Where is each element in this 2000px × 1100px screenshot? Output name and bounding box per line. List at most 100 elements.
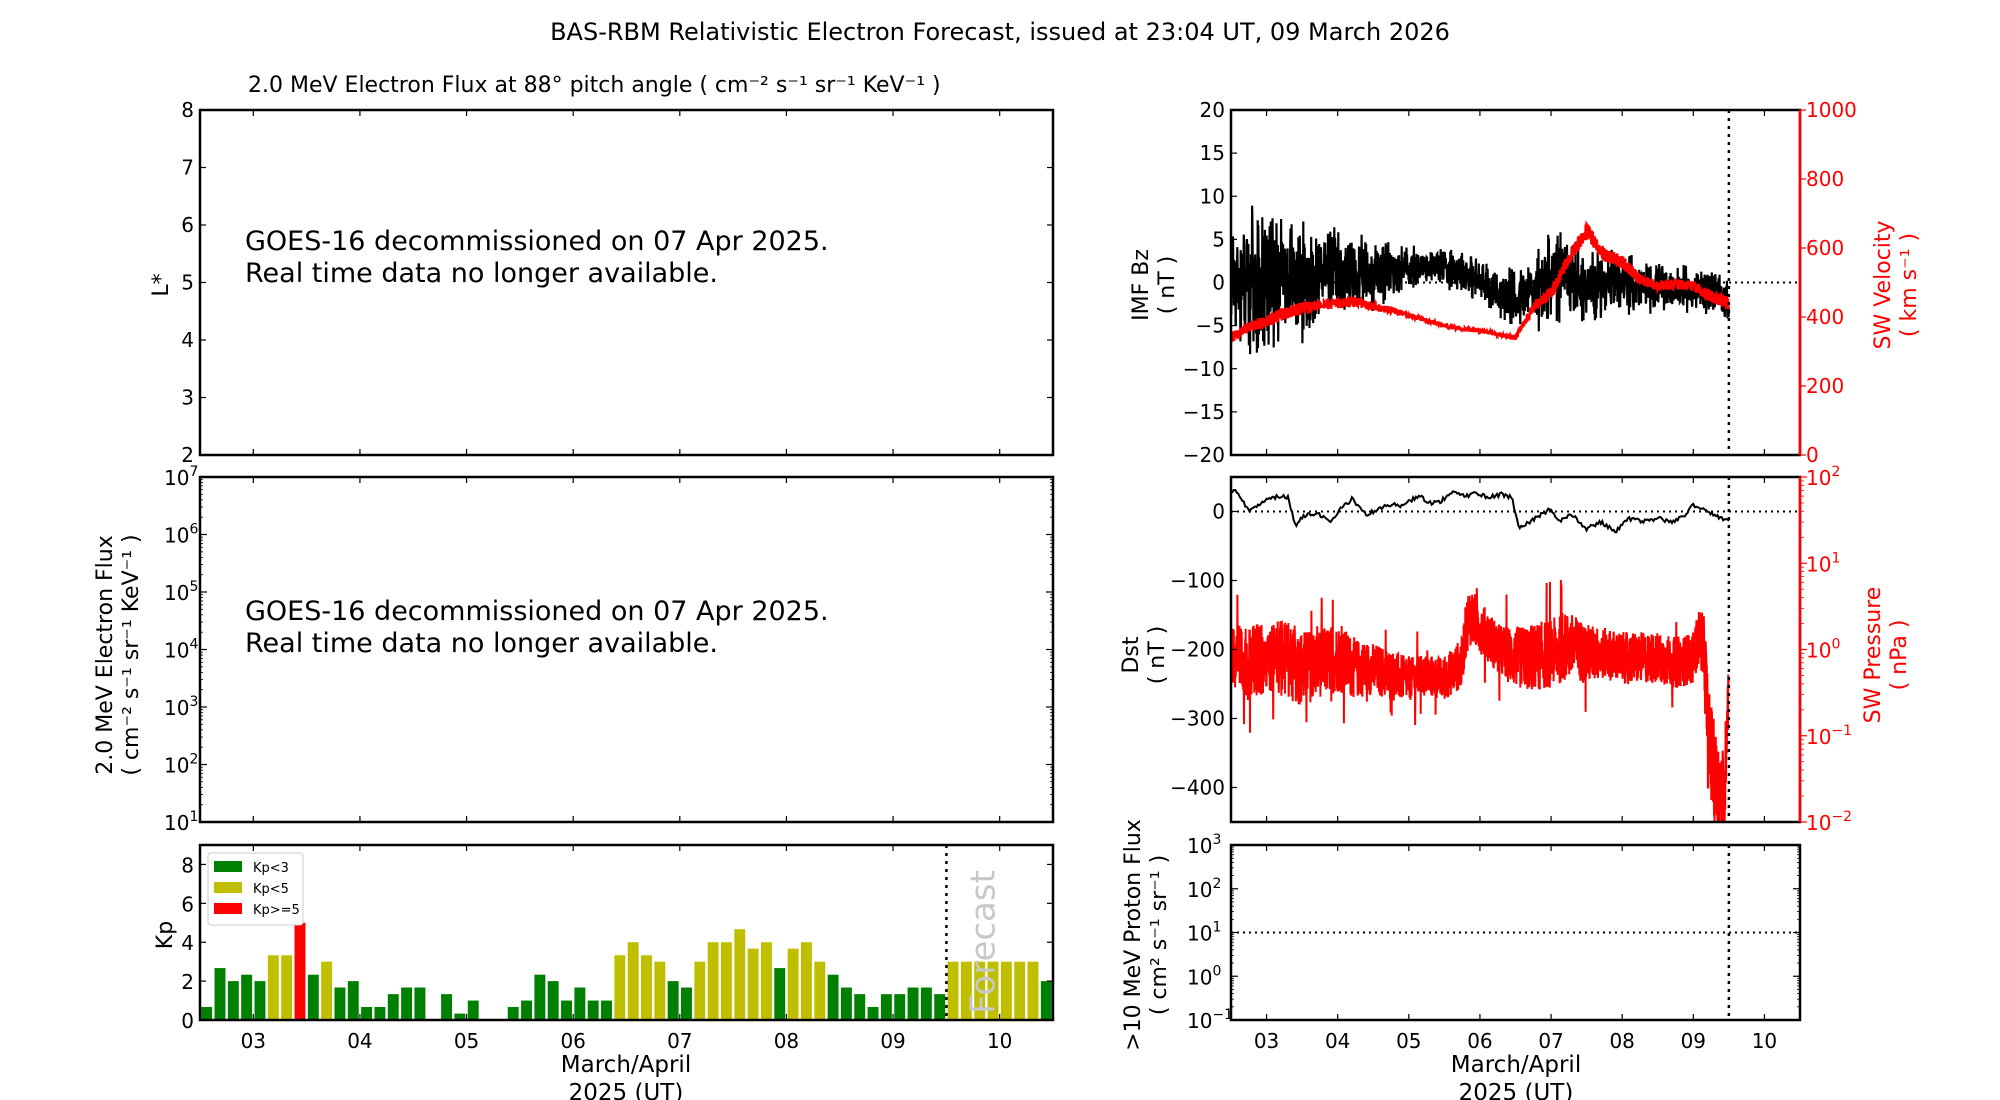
y-tick-label: −400 [1170,776,1225,800]
kp-bar [974,961,986,1020]
x-axis-label: 2025 (UT) [1459,1080,1574,1100]
y-tick-label: 101 [1187,920,1221,946]
kp-bar [241,974,253,1020]
kp-bar [760,942,772,1020]
kp-bar [401,987,413,1020]
y-tick-label: 8 [181,98,194,122]
kp-bar [614,955,626,1020]
y2-tick-label: 0 [1806,443,1819,467]
y-axis-label-line: >10 MeV Proton Flux [1121,819,1146,1051]
kp-bar [827,974,839,1020]
y-tick-label: 3 [181,386,194,410]
y-tick-label: 10 [1200,184,1225,208]
proton-flux-panel: 10−1 100 101 102 103 03 04 05 06 07 08 09 10 >10 MeV … [1121,819,1802,1100]
panel-title: 2.0 MeV Electron Flux at 88° pitch angle… [248,73,941,98]
y2-tick-label: 200 [1806,374,1844,398]
x-axis-label: March/April [561,1052,691,1078]
y-tick-label: 102 [1187,876,1221,902]
x-tick-label: 03 [241,1029,266,1053]
y2-axis-label-line: SW Pressure [1861,587,1886,724]
legend-label: Kp>=5 [253,903,300,918]
x-tick-label: 09 [1681,1029,1706,1053]
y-tick-label: 104 [164,637,198,663]
y-tick-label: 100 [1187,963,1221,989]
y2-axis-label: SW Pressure( nPa ) [1861,587,1912,724]
y2-axis-label-line: SW Velocity [1871,220,1896,349]
kp-bar [774,968,786,1020]
kp-bar [227,981,239,1020]
y-tick-label: 105 [164,579,198,605]
legend-swatch [214,861,242,872]
kp-bar [574,987,586,1020]
kp-bar [267,955,279,1020]
y2-tick-label: 1000 [1806,98,1857,122]
electron-flux-panel: 101 102 103 104 105 106 107 2.0 MeV Electron Fl… [93,464,1055,835]
y-tick-label: 6 [181,213,194,237]
no-data-message: GOES-16 decommissioned on 07 Apr 2025. [245,226,829,257]
kp-bar [1014,961,1026,1020]
kp-bar [894,994,906,1020]
y-tick-label: 103 [164,694,198,720]
y-axis-label: >10 MeV Proton Flux( cm² s⁻¹ sr⁻¹ ) [1121,819,1172,1051]
y-axis-label-line: ( cm⁻² s⁻¹ sr⁻¹ KeV⁻¹ ) [119,534,144,775]
x-tick-label: 06 [1467,1029,1492,1053]
y-tick-label: 7 [181,156,194,180]
kp-bar [307,974,319,1020]
y2-tick-label: 102 [1806,464,1840,490]
y-tick-label: 6 [181,892,194,916]
y2-axis-label: SW Velocity( km s⁻¹ ) [1871,220,1922,349]
kp-bar [587,1000,599,1020]
y-tick-label: 101 [164,809,198,835]
kp-bar [1027,961,1039,1020]
y-tick-label: 10−1 [1187,1007,1233,1033]
kp-bar [880,994,892,1020]
x-tick-label: 07 [1538,1029,1563,1053]
x-tick-label: 09 [880,1029,905,1053]
y-tick-label: −100 [1170,569,1225,593]
figure-title: BAS-RBM Relativistic Electron Forecast, … [550,18,1450,46]
y-axis-label-line: ( nT ) [1145,626,1170,685]
kp-bar [601,1000,612,1020]
y-tick-label: −10 [1183,357,1225,381]
y-tick-label: 2 [181,970,194,994]
y2-axis-label-line: ( km s⁻¹ ) [1897,233,1922,337]
y-axis-label: 2.0 MeV Electron Flux( cm⁻² s⁻¹ sr⁻¹ KeV… [93,534,144,775]
y-axis-label-line: ( cm² s⁻¹ sr⁻¹ ) [1147,855,1172,1015]
x-axis-label: March/April [1451,1052,1581,1078]
kp-bar [507,1006,519,1020]
y2-tick-label: 10−2 [1806,809,1852,835]
kp-bar [321,961,333,1020]
y2-tick-label: 800 [1806,167,1844,191]
x-tick-label: 05 [1396,1029,1421,1053]
y-axis-label-line: IMF Bz [1129,249,1154,321]
forecast-label: Forecast [963,870,1003,1014]
y-tick-label: 2 [181,443,194,467]
y-tick-label: 0 [1212,500,1225,524]
kp-bar [800,942,812,1020]
kp-bar [334,987,346,1020]
kp-bar [214,968,226,1020]
x-tick-label: 03 [1254,1029,1279,1053]
y-tick-label: −15 [1183,400,1225,424]
kp-bar [387,994,399,1020]
kp-bar [681,987,692,1020]
x-tick-label: 07 [667,1029,692,1053]
y-tick-label: 15 [1200,141,1225,165]
y-tick-label: −300 [1170,707,1225,731]
no-data-message: Real time data no longer available. [245,628,718,659]
kp-bar [854,994,866,1020]
kp-bar [281,955,293,1020]
x-tick-label: 10 [1752,1029,1777,1053]
y-axis-label: Dst( nT ) [1119,626,1170,685]
y2-tick-label: 101 [1806,550,1840,576]
kp-bar [454,1013,466,1020]
dst-line [1231,489,1730,534]
sw-pressure-line [1231,579,1730,822]
imf-bz-line [1231,205,1730,355]
y2-tick-label: 400 [1806,305,1844,329]
kp-bar [654,961,666,1020]
x-tick-label: 04 [1325,1029,1350,1053]
legend-label: Kp<3 [253,861,289,876]
legend-swatch [214,903,242,914]
